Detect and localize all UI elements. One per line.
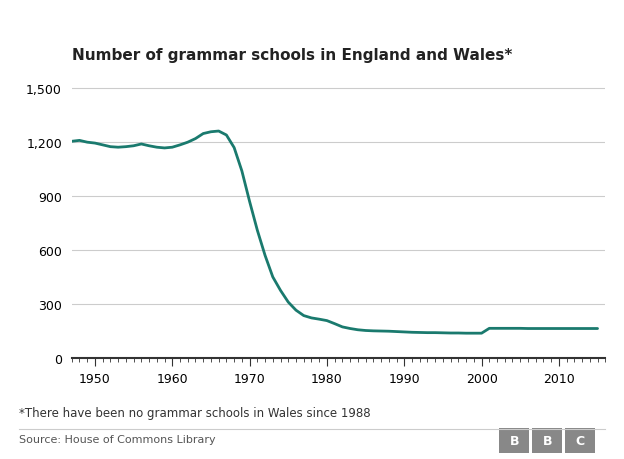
Text: B: B bbox=[542, 434, 552, 448]
Text: Number of grammar schools in England and Wales*: Number of grammar schools in England and… bbox=[72, 48, 512, 63]
Text: C: C bbox=[576, 434, 585, 448]
Text: Source: House of Commons Library: Source: House of Commons Library bbox=[19, 434, 215, 444]
Text: B: B bbox=[509, 434, 519, 448]
Text: *There have been no grammar schools in Wales since 1988: *There have been no grammar schools in W… bbox=[19, 406, 371, 419]
